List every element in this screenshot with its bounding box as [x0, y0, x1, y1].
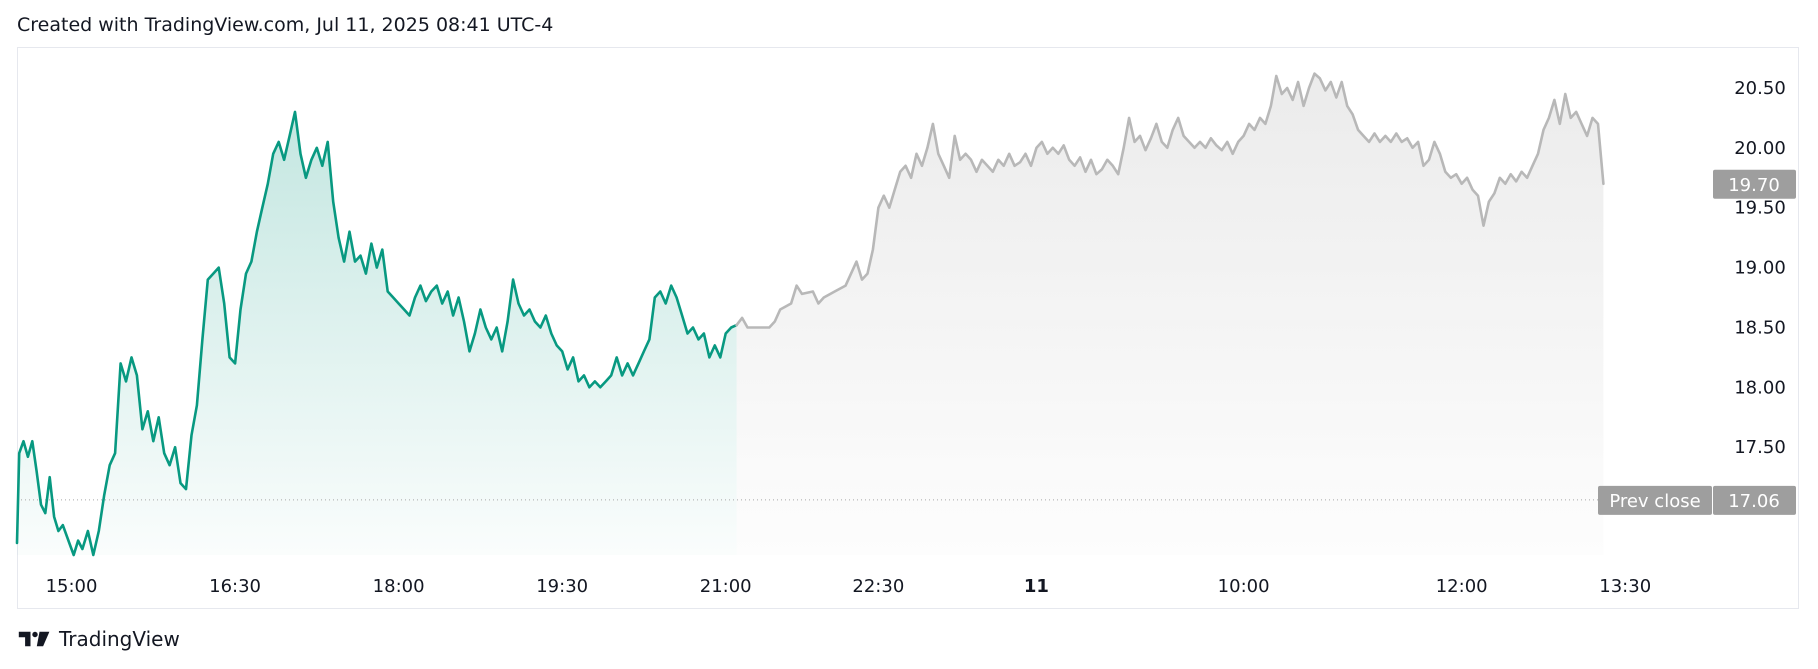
y-tick-label: 18.00	[1734, 377, 1786, 398]
y-tick-label: 19.50	[1734, 198, 1786, 219]
last-price-label: 19.70	[1728, 175, 1780, 196]
x-tick-label: 12:00	[1436, 576, 1488, 597]
y-tick-label: 20.50	[1734, 78, 1786, 99]
chart-frame	[17, 47, 1799, 609]
regular-session-area	[17, 111, 737, 556]
x-tick-label: 10:00	[1218, 576, 1270, 597]
x-tick-label: 19:30	[536, 576, 588, 597]
footer-brand-text: TradingView	[59, 627, 180, 651]
prev-close-tag: Prev close	[1609, 491, 1700, 512]
regular-session-line	[15, 110, 738, 557]
prev-close-tag-bg	[1598, 485, 1712, 515]
x-tick-label: 15:00	[46, 576, 98, 597]
prev-close-value: 17.06	[1728, 491, 1780, 512]
x-tick-label: 16:30	[209, 576, 261, 597]
x-tick-label: 21:00	[700, 576, 752, 597]
last-price-label-bg	[1713, 169, 1796, 199]
x-tick-label: 22:30	[852, 576, 904, 597]
x-tick-label-date: 11	[1024, 576, 1049, 597]
extended-session-area	[736, 73, 1604, 555]
y-tick-label: 19.00	[1734, 258, 1786, 279]
extended-session-line	[735, 72, 1605, 329]
footer-brand: TradingView	[18, 627, 180, 651]
x-tick-label: 18:00	[373, 576, 425, 597]
y-tick-label: 18.50	[1734, 317, 1786, 338]
tradingview-logo-icon	[18, 631, 50, 647]
y-tick-label: 17.50	[1734, 437, 1786, 458]
x-tick-label: 13:30	[1599, 576, 1651, 597]
prev-close-value-bg	[1713, 485, 1796, 515]
chart-header: Created with TradingView.com, Jul 11, 20…	[17, 14, 554, 36]
y-tick-label: 20.00	[1734, 138, 1786, 159]
